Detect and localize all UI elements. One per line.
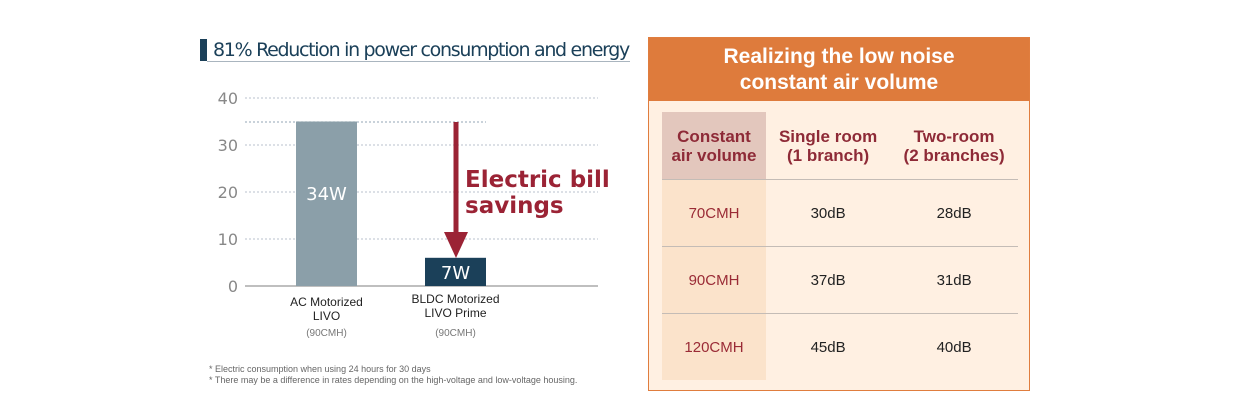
footnotes: * Electric consumption when using 24 hou… <box>209 364 577 386</box>
category-label: LIVO Prime <box>424 306 486 320</box>
y-tick-label: 40 <box>218 89 238 108</box>
cell-air-volume: 120CMH <box>662 313 766 380</box>
annotation-line1: Electric bill <box>465 167 610 193</box>
annotation-line2: savings <box>465 193 564 219</box>
y-tick-label: 10 <box>218 230 238 249</box>
bar-value-label: 7W <box>441 263 470 284</box>
table-row: 120CMH 45dB 40dB <box>662 313 1018 380</box>
panel-title-line: Realizing the low noise <box>723 44 955 68</box>
cell-single-room: 45dB <box>766 313 891 380</box>
bar <box>296 121 357 286</box>
power-consumption-chart: 0 10 20 30 40 34W 7W Electric bill savings AC… <box>218 89 610 339</box>
cell-air-volume: 70CMH <box>662 179 766 247</box>
panel-title-line: constant air volume <box>739 70 939 94</box>
noise-table: Constant air volume Single room (1 branch)… <box>662 112 1018 380</box>
cell-single-room: 37dB <box>766 246 891 314</box>
y-tick-label: 20 <box>218 183 238 202</box>
chart-title-text: 81% Reduction in power consumption and e… <box>213 39 630 61</box>
category-label: LIVO <box>313 309 340 323</box>
noise-panel-title: Realizing the low noise constant air vol… <box>649 38 1029 101</box>
cell-two-room: 40dB <box>890 313 1018 380</box>
category-label: AC Motorized <box>290 295 363 309</box>
header-single-room: Single room (1 branch) <box>778 126 878 165</box>
bar <box>425 257 486 286</box>
footnote: * Electric consumption when using 24 hou… <box>209 364 431 374</box>
chart-title: 81% Reduction in power consumption and e… <box>200 39 630 61</box>
y-tick-label: 0 <box>228 277 238 296</box>
title-accent-bar <box>200 39 207 61</box>
cell-two-room: 28dB <box>890 179 1018 247</box>
cell-single-room: 30dB <box>766 179 891 247</box>
savings-arrow <box>444 122 468 258</box>
title-underline <box>207 61 630 62</box>
noise-panel: Realizing the low noise constant air vol… <box>648 37 1030 391</box>
header-two-room: Two-room (2 branches) <box>903 126 1005 165</box>
bar-value-label: 34W <box>306 184 347 205</box>
category-sublabel: (90CMH) <box>306 328 347 339</box>
cell-air-volume: 90CMH <box>662 246 766 314</box>
y-tick-label: 30 <box>218 136 238 155</box>
category-sublabel: (90CMH) <box>435 328 476 339</box>
header-constant-air-volume: Constant air volume <box>662 112 766 180</box>
cell-two-room: 31dB <box>890 246 1018 314</box>
category-label: BLDC Motorized <box>411 292 499 306</box>
footnote: * There may be a difference in rates dep… <box>209 375 578 385</box>
table-row: 90CMH 37dB 31dB <box>662 246 1018 314</box>
table-row: 70CMH 30dB 28dB <box>662 179 1018 247</box>
